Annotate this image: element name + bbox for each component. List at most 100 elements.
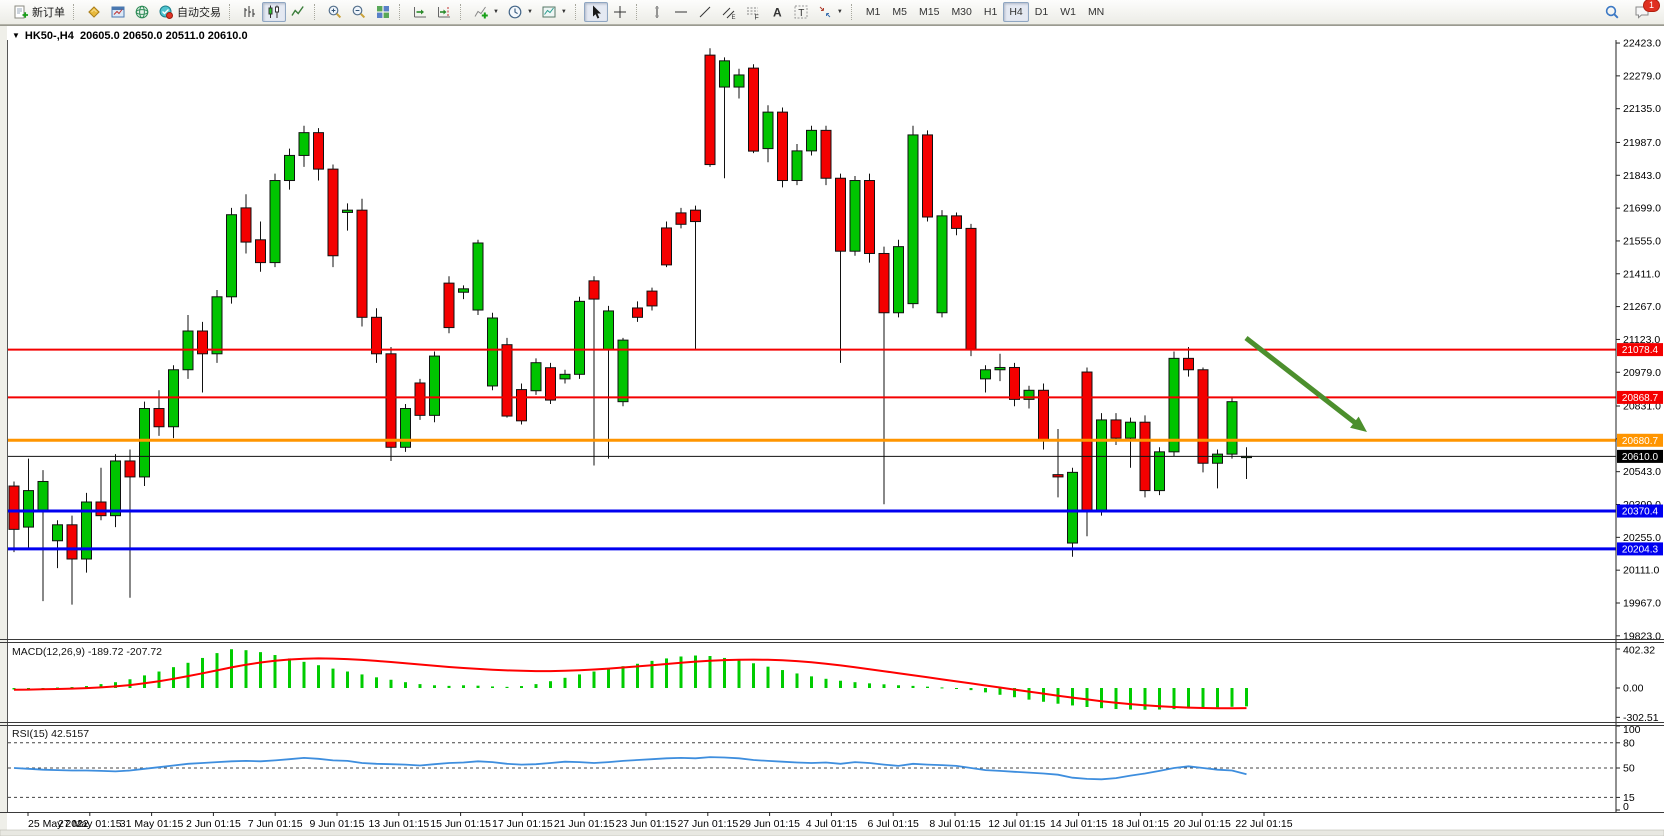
- time-label: 27 May 01:15: [58, 818, 122, 830]
- macd-bar: [99, 684, 103, 688]
- candle: [429, 355, 440, 416]
- macd-label: MACD(12,26,9) -189.72 -207.72: [12, 646, 162, 658]
- zoom-in-button[interactable]: [323, 2, 347, 22]
- globe-icon: [135, 5, 149, 19]
- candle-chart-icon: [268, 5, 279, 18]
- macd-bar: [665, 658, 668, 688]
- timeframe-d1[interactable]: D1: [1034, 6, 1049, 18]
- macd-bar: [1027, 688, 1031, 700]
- macd-bar: [650, 660, 654, 688]
- charts-window-button[interactable]: [106, 2, 130, 22]
- timeframe-m5[interactable]: M5: [892, 6, 907, 18]
- candle: [574, 300, 585, 375]
- auto-scroll-button[interactable]: [408, 2, 432, 22]
- macd-bar: [331, 668, 335, 688]
- candle: [907, 134, 919, 305]
- navigator-button[interactable]: [130, 2, 154, 22]
- timeframe-h1[interactable]: H1: [983, 6, 998, 18]
- timeframe-m1[interactable]: M1: [865, 6, 881, 18]
- macd-axis-label: -302.51: [1623, 712, 1659, 724]
- templates-button[interactable]: ▼: [537, 2, 571, 22]
- time-label: 9 Jun 01:15: [310, 818, 365, 830]
- candle: [501, 344, 513, 417]
- svg-text:20204.3: 20204.3: [1622, 544, 1659, 555]
- timeframe-mn[interactable]: MN: [1087, 6, 1105, 18]
- zoom-out-icon: [352, 5, 366, 19]
- candle: [327, 168, 339, 257]
- new-order-button[interactable]: 新订单: [9, 2, 69, 22]
- clock-icon: [508, 5, 522, 19]
- auto-scroll-icon: [414, 7, 426, 18]
- candle: [1154, 451, 1165, 492]
- price-tick-label: 20979.0: [1623, 367, 1661, 379]
- trend-arrow[interactable]: [1244, 336, 1367, 432]
- cursor-button[interactable]: [583, 2, 608, 22]
- symbol-dropdown-icon[interactable]: ▼: [12, 31, 20, 40]
- candle: [994, 366, 1006, 371]
- macd-bar: [839, 680, 842, 688]
- chart-canvas[interactable]: 22423.0 22279.0 22135.0 21987.0 21843.0 21699…: [0, 25, 1664, 836]
- macd-bar: [723, 657, 726, 688]
- crosshair-button[interactable]: [608, 2, 632, 22]
- trendline-button[interactable]: [693, 2, 717, 22]
- indicators-button[interactable]: ▼: [469, 2, 503, 22]
- macd-bar: [360, 674, 364, 688]
- notification-badge: 1: [1643, 0, 1660, 12]
- macd-bar: [157, 671, 161, 688]
- macd-bar: [998, 688, 1002, 695]
- candle: [66, 524, 78, 560]
- timeframe-w1[interactable]: W1: [1060, 6, 1076, 18]
- chat-button[interactable]: 1: [1630, 0, 1660, 22]
- dropdown-caret-icon[interactable]: ▼: [493, 9, 499, 15]
- add-indicator-icon: [474, 6, 488, 19]
- gold-diamond-icon: [88, 6, 100, 18]
- candle: [385, 353, 397, 448]
- arrows-button[interactable]: ▼: [813, 2, 847, 22]
- text-button[interactable]: A: [765, 2, 789, 22]
- rsi-axis-label: 0: [1623, 801, 1629, 813]
- zoom-in-icon: [328, 5, 342, 19]
- price-badge: 20680.7: [1617, 433, 1663, 447]
- timeframe-m15[interactable]: M15: [919, 6, 940, 18]
- new-order-button-label: 新订单: [32, 7, 65, 19]
- candle: [820, 129, 832, 179]
- chart-shift-button[interactable]: [432, 2, 456, 22]
- candle: [197, 330, 208, 355]
- label-button[interactable]: T: [789, 2, 813, 22]
- macd-bar: [694, 655, 697, 688]
- candle-chart-button[interactable]: [262, 2, 286, 22]
- candle: [791, 150, 803, 182]
- line-chart-button[interactable]: [286, 2, 310, 22]
- dropdown-caret-icon[interactable]: ▼: [836, 9, 843, 15]
- tile-windows-button[interactable]: [371, 2, 395, 22]
- macd-bar: [273, 655, 277, 688]
- timeframe-m30[interactable]: M30: [951, 6, 972, 18]
- macd-axis-label: 0.00: [1623, 683, 1644, 695]
- candle: [1096, 419, 1107, 512]
- macd-bar: [1143, 688, 1147, 710]
- toolbar-group: 新订单: [2, 2, 71, 23]
- price-badge: 20610.0: [1617, 449, 1663, 463]
- macd-bar: [520, 686, 523, 688]
- periods-button[interactable]: ▼: [503, 2, 537, 22]
- zoom-out-button[interactable]: [347, 2, 371, 22]
- macd-bar: [737, 660, 741, 688]
- dropdown-caret-icon[interactable]: ▼: [560, 9, 567, 15]
- auto-trading-button[interactable]: 自动交易: [154, 2, 225, 22]
- candle: [23, 490, 34, 528]
- macd-bar: [810, 676, 813, 688]
- toolbar-group: [573, 2, 634, 23]
- bar-chart-button[interactable]: [238, 2, 262, 22]
- vertical-line-button[interactable]: [645, 2, 669, 22]
- search-button[interactable]: [1600, 2, 1624, 22]
- market-watch-button[interactable]: [82, 2, 106, 22]
- horizontal-line-button[interactable]: [669, 2, 693, 22]
- time-label: 12 Jul 01:15: [988, 818, 1045, 830]
- macd-bar: [1216, 688, 1219, 708]
- timeframe-h4[interactable]: H4: [1003, 2, 1029, 22]
- candle: [139, 408, 150, 478]
- channel-button[interactable]: E: [717, 2, 741, 22]
- dropdown-caret-icon[interactable]: ▼: [526, 9, 533, 15]
- fibonacci-button[interactable]: F: [741, 2, 765, 22]
